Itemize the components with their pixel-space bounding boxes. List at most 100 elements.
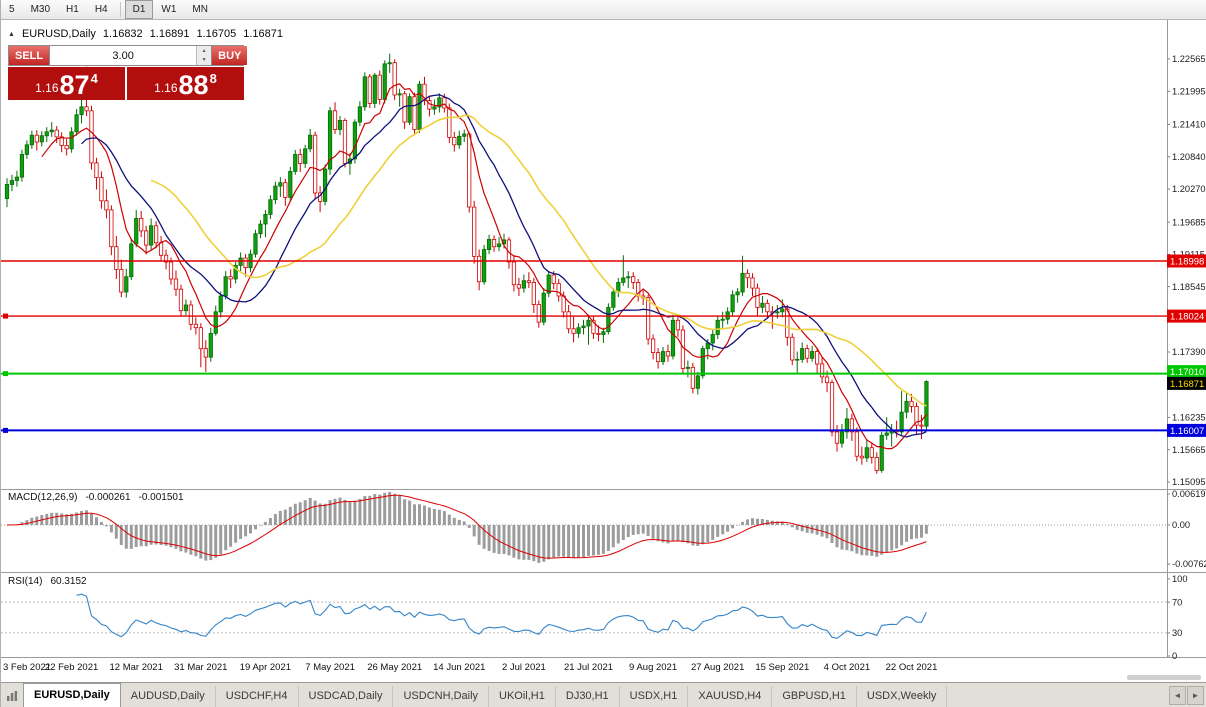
sell-button[interactable]: SELL <box>9 46 50 65</box>
panel-separators <box>1 20 1206 658</box>
buy-price-prefix: 1.16 <box>154 81 178 95</box>
charts-list-icon <box>1 685 23 707</box>
svg-text:2 Jul 2021: 2 Jul 2021 <box>502 662 546 673</box>
svg-text:70: 70 <box>1172 597 1182 607</box>
macd-panel <box>1 491 1167 563</box>
buy-price-pips: 88 <box>178 70 209 101</box>
tab-usdx-h1[interactable]: USDX,H1 <box>620 686 689 707</box>
volume-spinner: ▲ ▼ <box>196 46 212 65</box>
svg-text:27 Aug 2021: 27 Aug 2021 <box>691 662 744 673</box>
sell-price-point: 4 <box>90 71 98 86</box>
ohlc-low: 1.16705 <box>196 28 237 40</box>
tab-eurusd-daily[interactable]: EURUSD,Daily <box>23 683 121 707</box>
svg-text:1.16235: 1.16235 <box>1172 413 1206 423</box>
macd-name: MACD(12,26,9) <box>8 492 78 503</box>
macd-indicator-label: MACD(12,26,9) -0.000261 -0.001501 <box>8 492 184 503</box>
rsi-panel <box>1 593 1167 639</box>
svg-text:22 Feb 2021: 22 Feb 2021 <box>45 662 98 673</box>
price-badges: 1.18998 1.18024 1.17010 1.16007 1.16871 <box>1167 254 1206 437</box>
tab-xauusd-h4[interactable]: XAUUSD,H4 <box>688 686 773 707</box>
svg-text:1.18545: 1.18545 <box>1172 282 1206 292</box>
tab-usdcnh-daily[interactable]: USDCNH,Daily <box>393 686 490 707</box>
ohlc-open: 1.16832 <box>102 28 143 40</box>
one-click-trading-panel: SELL ▲ ▼ BUY 1.16 87 4 1.16 88 8 <box>8 45 248 100</box>
svg-text:1.15665: 1.15665 <box>1172 445 1206 455</box>
svg-text:1.18024: 1.18024 <box>1170 312 1204 323</box>
ohlc-close: 1.16871 <box>243 28 283 40</box>
svg-text:1.17390: 1.17390 <box>1172 347 1206 357</box>
volume-control: ▲ ▼ <box>49 46 213 65</box>
svg-text:7 May 2021: 7 May 2021 <box>305 662 355 673</box>
tab-gbpusd-h1[interactable]: GBPUSD,H1 <box>772 686 857 707</box>
svg-text:21 Jul 2021: 21 Jul 2021 <box>564 662 613 673</box>
rsi-name: RSI(14) <box>8 576 43 587</box>
sell-price-display: 1.16 87 4 <box>8 67 125 100</box>
chart-tab-bar: EURUSD,Daily AUDUSD,Daily USDCHF,H4 USDC… <box>1 682 1206 707</box>
svg-text:1.22565: 1.22565 <box>1172 54 1206 64</box>
svg-text:26 May 2021: 26 May 2021 <box>367 662 422 673</box>
candles-layer <box>4 53 929 474</box>
tab-ukoil-h1[interactable]: UKOil,H1 <box>489 686 556 707</box>
tab-scroll-right-button[interactable]: ► <box>1187 686 1204 705</box>
horizontal-scrollbar-thumb[interactable] <box>1127 675 1201 680</box>
chart-ohlc-header: ▲ EURUSD,Daily 1.16832 1.16891 1.16705 1… <box>8 28 283 40</box>
ohlc-high: 1.16891 <box>149 28 190 40</box>
tab-scroll-controls: ◄ ► <box>1169 686 1206 707</box>
buy-price-display: 1.16 88 8 <box>127 67 244 100</box>
timeframe-button-m5[interactable]: 5 <box>1 0 23 19</box>
svg-text:1.15095: 1.15095 <box>1172 477 1206 487</box>
svg-text:15 Sep 2021: 15 Sep 2021 <box>755 662 809 673</box>
svg-text:3 Feb 2021: 3 Feb 2021 <box>3 662 51 673</box>
svg-text:19 Apr 2021: 19 Apr 2021 <box>240 662 291 673</box>
toolbar-separator <box>119 2 121 17</box>
macd-value-main: -0.000261 <box>85 492 131 503</box>
rsi-indicator-label: RSI(14) 60.3152 <box>8 576 87 587</box>
svg-text:1.19685: 1.19685 <box>1172 217 1206 227</box>
buy-button[interactable]: BUY <box>212 46 248 65</box>
timeframe-button-h1[interactable]: H1 <box>58 0 87 19</box>
macd-value-signal: -0.001501 <box>138 492 184 503</box>
svg-text:1.16871: 1.16871 <box>1170 379 1204 390</box>
svg-text:14 Jun 2021: 14 Jun 2021 <box>433 662 485 673</box>
svg-text:1.21410: 1.21410 <box>1172 120 1206 130</box>
svg-text:1.18998: 1.18998 <box>1170 257 1204 268</box>
timeframe-button-d1[interactable]: D1 <box>124 0 154 19</box>
volume-down-button[interactable]: ▼ <box>197 55 212 65</box>
svg-text:30: 30 <box>1172 628 1182 638</box>
timeframe-button-h4[interactable]: H4 <box>87 0 116 19</box>
tab-scroll-left-button[interactable]: ◄ <box>1169 686 1186 705</box>
timeframe-button-m30[interactable]: M30 <box>23 0 58 19</box>
chart-canvas[interactable]: 1.22565 1.21995 1.21410 1.20840 1.20270 1.196… <box>1 20 1206 682</box>
timeframe-button-mn[interactable]: MN <box>184 0 216 19</box>
timeframe-button-w1[interactable]: W1 <box>153 0 184 19</box>
svg-text:1.21995: 1.21995 <box>1172 87 1206 97</box>
tab-usdx-weekly[interactable]: USDX,Weekly <box>857 686 948 707</box>
tab-usdcad-daily[interactable]: USDCAD,Daily <box>299 686 394 707</box>
chart-symbol-label: EURUSD,Daily <box>21 28 96 40</box>
rsi-value: 60.3152 <box>50 576 87 587</box>
svg-text:0.00: 0.00 <box>1172 520 1190 530</box>
svg-text:31 Mar 2021: 31 Mar 2021 <box>174 662 227 673</box>
svg-text:-0.00762: -0.00762 <box>1172 559 1206 569</box>
horizontal-lines-layer[interactable] <box>1 260 1167 433</box>
chart-window: 1.22565 1.21995 1.21410 1.20840 1.20270 1.196… <box>1 20 1206 682</box>
moving-averages-layer <box>41 83 927 450</box>
price-axis[interactable]: 1.22565 1.21995 1.21410 1.20840 1.20270 1.196… <box>1167 54 1206 661</box>
svg-text:22 Oct 2021: 22 Oct 2021 <box>886 662 938 673</box>
tab-dj30-h1[interactable]: DJ30,H1 <box>556 686 620 707</box>
svg-text:1.17010: 1.17010 <box>1170 367 1204 378</box>
svg-text:100: 100 <box>1172 574 1188 584</box>
chart-marker-icon: ▲ <box>8 30 15 38</box>
volume-up-button[interactable]: ▲ <box>197 46 212 56</box>
svg-text:1.16007: 1.16007 <box>1170 426 1204 437</box>
sell-price-pips: 87 <box>59 70 90 101</box>
svg-text:12 Mar 2021: 12 Mar 2021 <box>110 662 163 673</box>
tab-usdchf-h4[interactable]: USDCHF,H4 <box>216 686 299 707</box>
timeframe-toolbar: 5 M30 H1 H4 D1 W1 MN <box>1 0 1206 20</box>
tab-audusd-daily[interactable]: AUDUSD,Daily <box>121 686 216 707</box>
volume-input[interactable] <box>50 46 197 65</box>
svg-text:9 Aug 2021: 9 Aug 2021 <box>629 662 677 673</box>
svg-text:0: 0 <box>1172 651 1177 661</box>
svg-text:4 Oct 2021: 4 Oct 2021 <box>824 662 870 673</box>
